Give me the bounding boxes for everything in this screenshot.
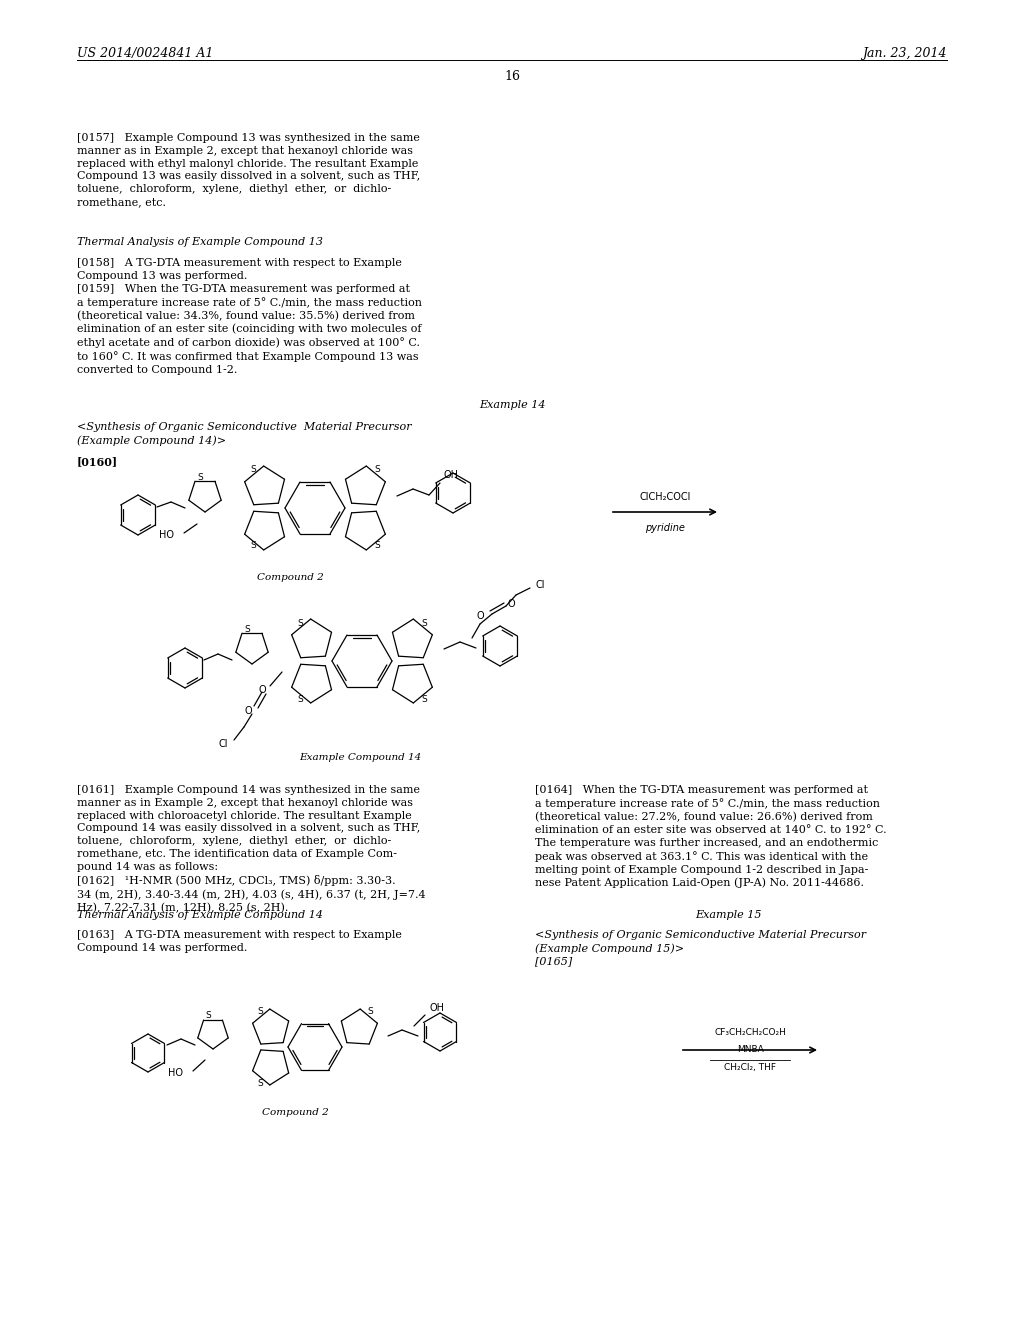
Text: O: O: [258, 685, 266, 696]
Text: S: S: [205, 1011, 211, 1020]
Text: S: S: [374, 541, 380, 550]
Text: ClCH₂COCl: ClCH₂COCl: [639, 492, 690, 502]
Text: S: S: [421, 619, 427, 627]
Text: Thermal Analysis of Example Compound 13: Thermal Analysis of Example Compound 13: [77, 238, 323, 247]
Text: S: S: [250, 466, 256, 474]
Text: Compound 2: Compound 2: [257, 573, 324, 582]
Text: Compound 2: Compound 2: [261, 1107, 329, 1117]
Text: Example Compound 14: Example Compound 14: [299, 752, 421, 762]
Text: CF₃CH₂CH₂CO₂H: CF₃CH₂CH₂CO₂H: [714, 1028, 786, 1038]
Text: <Synthesis of Organic Semiconductive Material Precursor
(Example Compound 15)>
[: <Synthesis of Organic Semiconductive Mat…: [535, 931, 866, 966]
Text: O: O: [245, 706, 252, 715]
Text: Example 14: Example 14: [479, 400, 545, 411]
Text: S: S: [257, 1007, 263, 1016]
Text: S: S: [244, 626, 250, 635]
Text: Cl: Cl: [218, 739, 228, 748]
Text: Jan. 23, 2014: Jan. 23, 2014: [862, 48, 947, 59]
Text: Cl: Cl: [535, 579, 545, 590]
Text: O: O: [476, 611, 483, 620]
Text: [0161]   Example Compound 14 was synthesized in the same
manner as in Example 2,: [0161] Example Compound 14 was synthesiz…: [77, 785, 426, 912]
Text: [0163]   A TG-DTA measurement with respect to Example
Compound 14 was performed.: [0163] A TG-DTA measurement with respect…: [77, 931, 401, 953]
Text: pyridine: pyridine: [645, 523, 685, 533]
Text: Example 15: Example 15: [694, 909, 761, 920]
Text: S: S: [297, 619, 303, 627]
Text: [0160]: [0160]: [77, 455, 118, 467]
Text: OH: OH: [429, 1003, 444, 1012]
Text: [0164]   When the TG-DTA measurement was performed at
a temperature increase rat: [0164] When the TG-DTA measurement was p…: [535, 785, 887, 888]
Text: <Synthesis of Organic Semiconductive  Material Precursor
(Example Compound 14)>: <Synthesis of Organic Semiconductive Mat…: [77, 422, 412, 446]
Text: [0158]   A TG-DTA measurement with respect to Example
Compound 13 was performed.: [0158] A TG-DTA measurement with respect…: [77, 257, 422, 375]
Text: HO: HO: [168, 1068, 183, 1078]
Text: CH₂Cl₂, THF: CH₂Cl₂, THF: [724, 1063, 776, 1072]
Text: [0157]   Example Compound 13 was synthesized in the same
manner as in Example 2,: [0157] Example Compound 13 was synthesiz…: [77, 133, 420, 207]
Text: S: S: [368, 1007, 373, 1016]
Text: US 2014/0024841 A1: US 2014/0024841 A1: [77, 48, 213, 59]
Text: S: S: [297, 694, 303, 704]
Text: MNBA: MNBA: [736, 1045, 763, 1055]
Text: S: S: [374, 466, 380, 474]
Text: S: S: [198, 473, 203, 482]
Text: S: S: [250, 541, 256, 550]
Text: O: O: [508, 599, 516, 609]
Text: S: S: [257, 1078, 263, 1088]
Text: Thermal Analysis of Example Compound 14: Thermal Analysis of Example Compound 14: [77, 909, 323, 920]
Text: 16: 16: [504, 70, 520, 83]
Text: S: S: [421, 694, 427, 704]
Text: OH: OH: [444, 470, 459, 480]
Text: HO: HO: [159, 531, 174, 540]
